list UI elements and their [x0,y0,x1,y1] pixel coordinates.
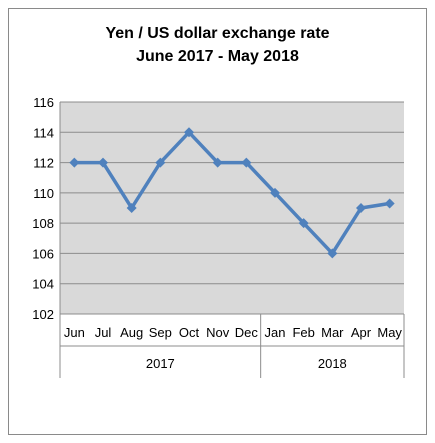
chart-title-block: Yen / US dollar exchange rate June 2017 … [0,22,435,68]
y-tick-label: 114 [33,125,54,140]
group-label: 2017 [146,356,175,371]
data-point [384,198,395,209]
x-tick-label: Sep [149,325,172,340]
data-point [241,157,252,168]
x-tick-label: Mar [321,325,344,340]
data-point [270,187,280,198]
plot-area [60,102,404,314]
x-tick-label: Aug [120,325,143,340]
x-axis: Jun Jul Aug Sep Oct Nov Dec Jan Feb Mar Apr May 2017… [59,313,405,378]
x-tick-label: Dec [235,325,259,340]
x-tick-label: Jun [64,325,85,340]
series-polyline [74,130,390,256]
x-tick-label: Nov [206,325,230,340]
y-tick-label: 104 [32,277,54,292]
data-point [69,157,80,168]
x-tick-label: Feb [292,325,314,340]
chart-subtitle: June 2017 - May 2018 [136,48,299,65]
data-point [98,157,108,168]
data-point [356,203,366,213]
x-tick-label: Apr [351,325,372,340]
data-point [155,157,166,168]
data-point [327,248,338,259]
y-axis-tick-labels: 102 104 106 108 110 112 114 116 [32,95,54,322]
x-tick-label: Jul [95,325,112,340]
data-point [212,157,223,168]
series-line [69,127,395,259]
chart-title: Yen / US dollar exchange rate [105,25,330,42]
data-point [184,127,194,138]
y-tick-label: 108 [32,216,54,231]
x-tick-label: Jan [265,325,286,340]
y-tick-label: 110 [33,186,54,201]
data-point [126,203,137,213]
data-point [298,218,309,229]
y-tick-label: 116 [33,95,54,110]
x-tick-label: Oct [179,325,200,340]
group-label: 2018 [318,356,347,371]
x-tick-label: May [377,325,402,340]
y-tick-label: 112 [33,156,54,171]
y-tick-label: 102 [32,307,54,322]
y-tick-label: 106 [32,246,54,261]
